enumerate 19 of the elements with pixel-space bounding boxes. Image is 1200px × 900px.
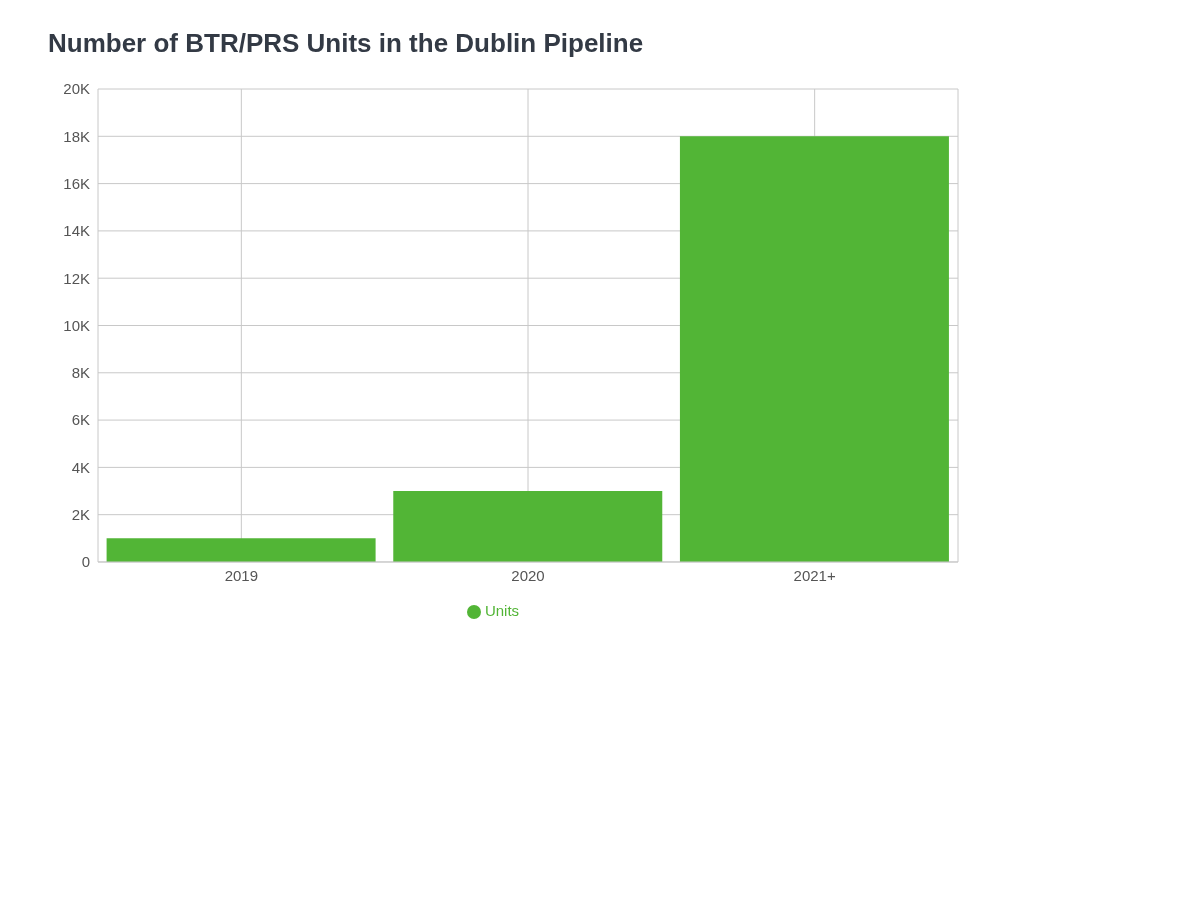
x-tick-label: 2021+ — [793, 566, 836, 584]
y-tick-label: 18K — [63, 127, 90, 145]
y-tick-label: 0 — [81, 553, 90, 571]
x-tick-label: 2019 — [224, 566, 259, 584]
bar — [393, 491, 663, 562]
bar — [106, 538, 376, 562]
y-tick-label: 6K — [71, 411, 90, 429]
x-tick-label: 2020 — [511, 566, 545, 584]
legend-label: Units — [484, 601, 520, 619]
y-tick-label: 8K — [71, 364, 90, 382]
y-tick-label: 20K — [63, 80, 90, 98]
y-tick-label: 10K — [63, 316, 90, 334]
y-tick-label: 4K — [71, 458, 90, 476]
chart-title: Number of BTR/PRS Units in the Dublin Pipeline — [48, 28, 645, 59]
y-tick-label: 12K — [63, 269, 90, 287]
y-tick-label: 16K — [63, 174, 90, 192]
y-tick-label: 2K — [71, 506, 90, 523]
bar — [679, 136, 949, 562]
y-tick-label: 14K — [63, 222, 90, 240]
